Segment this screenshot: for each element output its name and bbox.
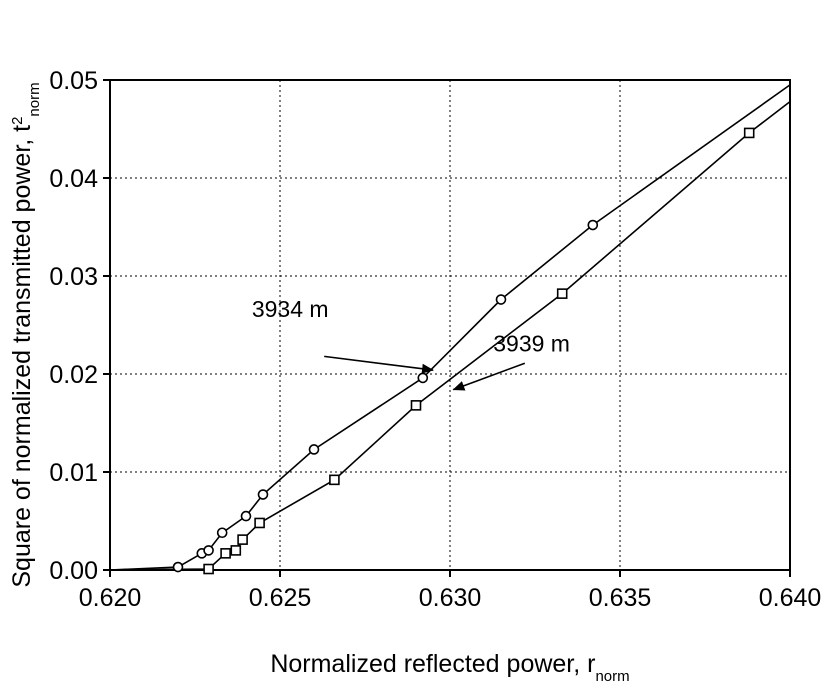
series-2-point — [255, 518, 264, 527]
series-2-point — [412, 401, 421, 410]
y-tick-label: 0.05 — [49, 67, 98, 95]
series-2-point — [221, 549, 230, 558]
y-axis-title: Square of normalized transmitted power, … — [8, 82, 43, 587]
series-2-point — [330, 475, 339, 484]
x-tick-label: 0.640 — [759, 584, 822, 612]
annotation-label-1: 3934 m — [252, 296, 329, 322]
x-tick-label: 0.635 — [589, 584, 652, 612]
series-1-point — [497, 295, 506, 304]
series-lines — [110, 85, 790, 570]
series-1-point — [218, 528, 227, 537]
series-markers — [174, 128, 754, 573]
series-1-point — [174, 563, 183, 572]
y-tick-label: 0.00 — [49, 557, 98, 585]
series-1-point — [242, 512, 251, 521]
axis-ticks: 0.620 0.625 0.630 0.635 0.640 0.00 0.01 0.02 0.0… — [49, 67, 821, 612]
x-tick-label: 0.630 — [419, 584, 482, 612]
annotations: 3934 m 3939 m — [252, 296, 570, 390]
series-1-point — [588, 221, 597, 230]
series-2-point — [558, 289, 567, 298]
series-2-point — [238, 535, 247, 544]
series-1-point — [310, 445, 319, 454]
series-1-point — [418, 373, 427, 382]
series-2-point — [745, 128, 754, 137]
y-tick-label: 0.01 — [49, 459, 98, 487]
annotation-label-2: 3939 m — [493, 330, 570, 356]
series-1-point — [204, 546, 213, 555]
x-tick-label: 0.620 — [79, 584, 142, 612]
grid-lines — [110, 80, 790, 570]
series-1-point — [259, 490, 268, 499]
series-line-1 — [110, 85, 790, 570]
y-tick-label: 0.04 — [49, 165, 98, 193]
annotation-arrow-2 — [453, 363, 524, 389]
x-tick-label: 0.625 — [249, 584, 312, 612]
x-axis-title: Normalized reflected power, rnorm — [270, 650, 629, 685]
annotation-arrow-1 — [324, 356, 433, 370]
series-2-point — [231, 546, 240, 555]
series-2-point — [204, 565, 213, 574]
y-tick-label: 0.02 — [49, 361, 98, 389]
y-tick-label: 0.03 — [49, 263, 98, 291]
